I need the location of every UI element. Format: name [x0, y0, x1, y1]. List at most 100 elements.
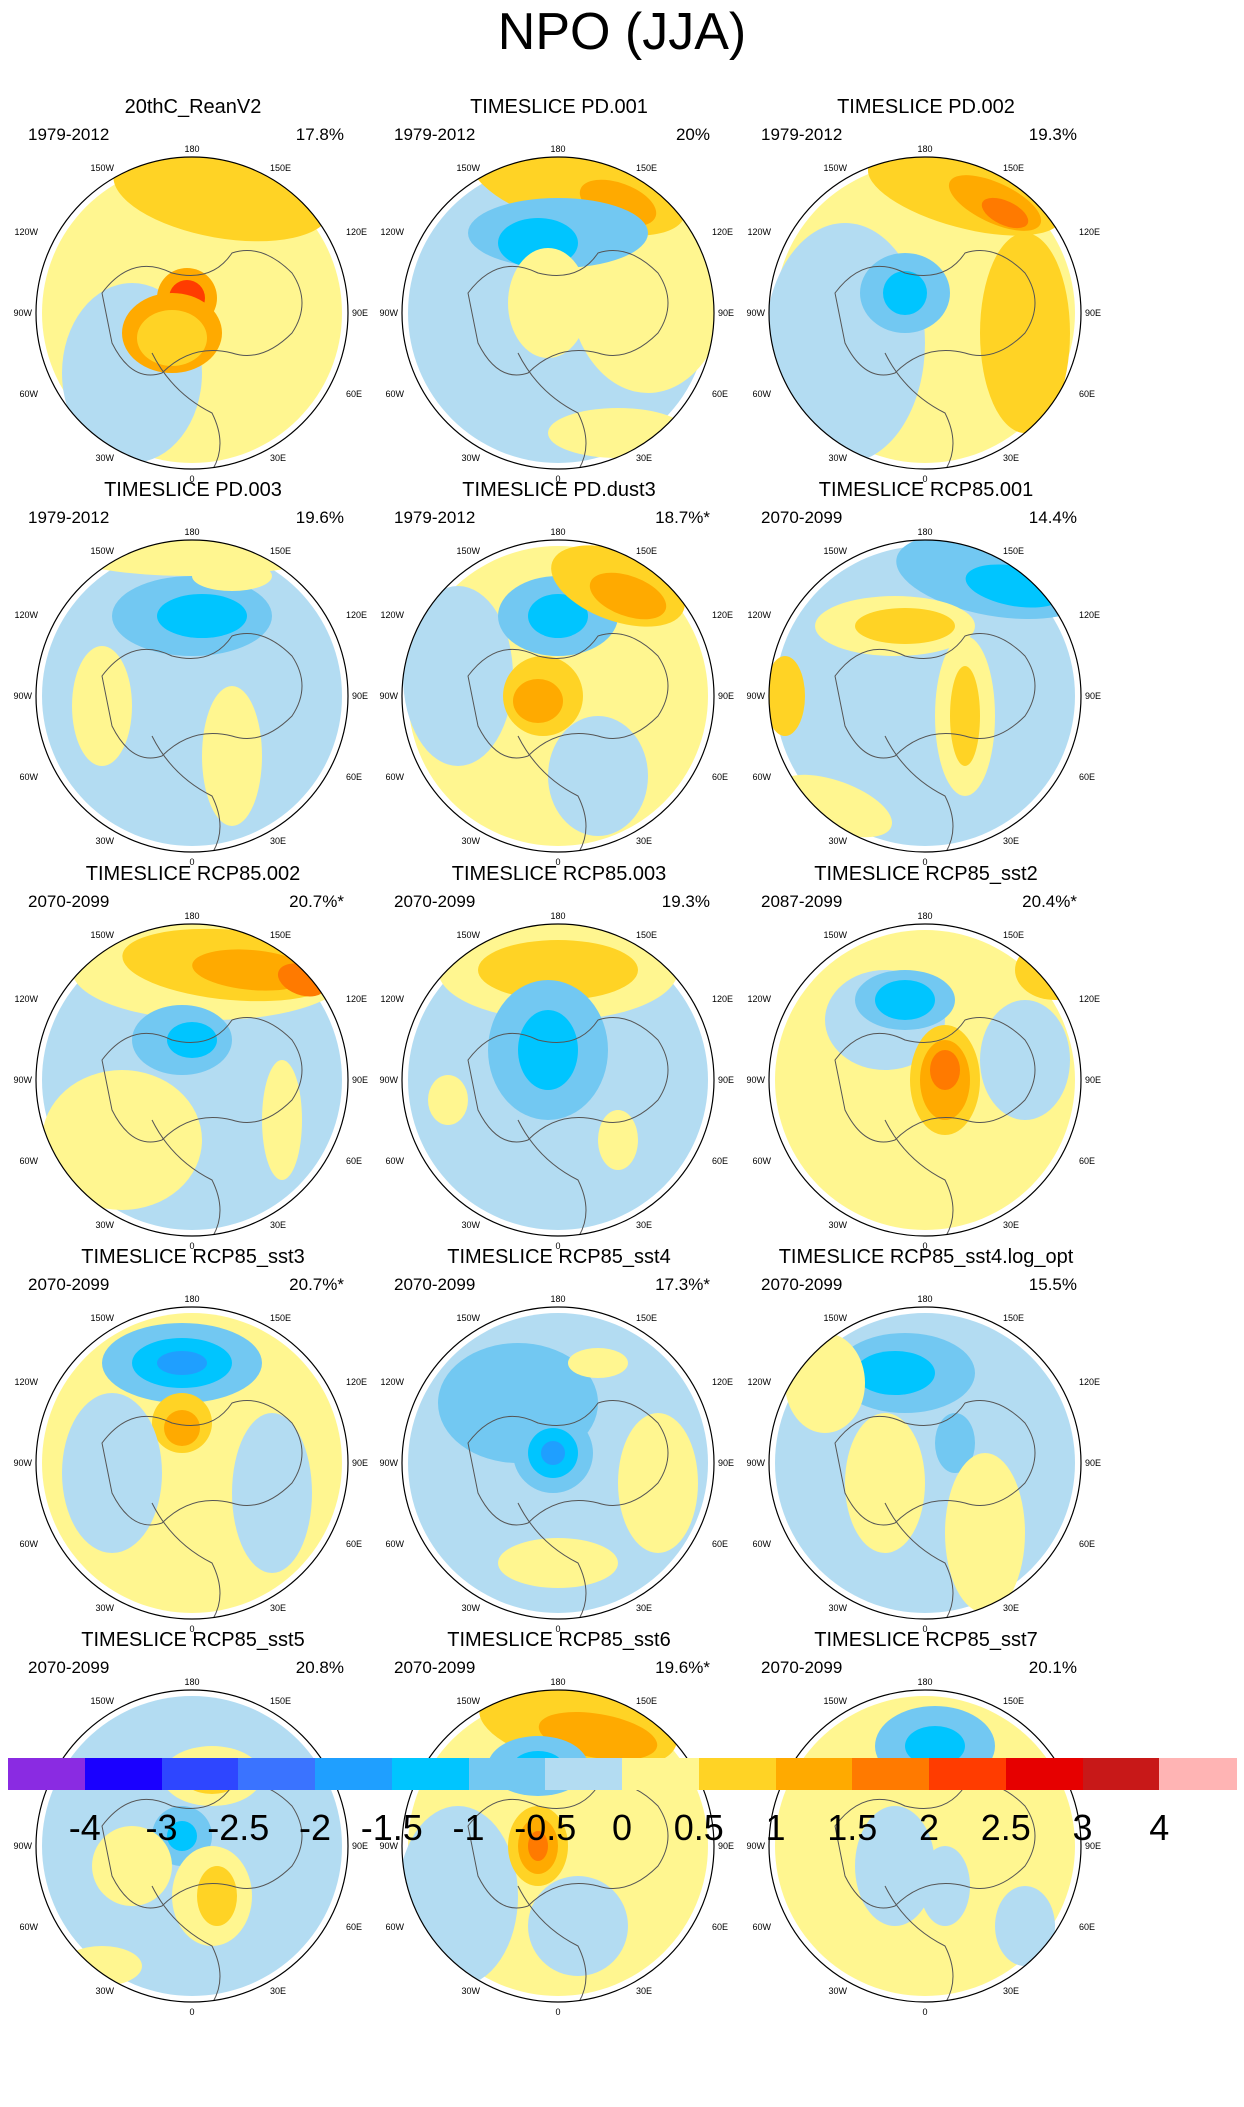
longitude-label: 30E: [270, 1220, 286, 1230]
colorbar-tick-label: -2.5: [207, 1807, 270, 1848]
anomaly-contour: [42, 1070, 202, 1210]
longitude-label: 30W: [461, 1603, 480, 1613]
longitude-label: 120W: [747, 610, 771, 620]
anomaly-contour: [785, 1333, 865, 1433]
longitude-label: 60W: [385, 1922, 404, 1932]
longitude-label: 30E: [1003, 1220, 1019, 1230]
longitude-label: 90W: [13, 691, 32, 701]
longitude-label: 120W: [747, 994, 771, 1004]
longitude-label: 150W: [456, 930, 480, 940]
colorbar-swatch: [545, 1758, 623, 1790]
longitude-label: 60W: [385, 389, 404, 399]
longitude-label: 30E: [1003, 836, 1019, 846]
longitude-label: 60E: [712, 389, 728, 399]
coastline: [467, 1017, 669, 1236]
longitude-label: 60E: [1079, 389, 1095, 399]
longitude-label: 30E: [636, 836, 652, 846]
panel-years: 1979-2012: [28, 508, 110, 527]
longitude-label: 60E: [1079, 1539, 1095, 1549]
anomaly-contour: [980, 1000, 1070, 1120]
map-border: [401, 539, 715, 853]
longitude-label: 150W: [823, 930, 847, 940]
longitude-label: 90E: [718, 1841, 734, 1851]
polar-map: 180 0 120W 90W 60W 120E 90E 60E 150W 150E 30W 30E: [13, 144, 368, 484]
panel-variance: 20%: [675, 125, 710, 144]
colorbar-swatch: [929, 1758, 1007, 1790]
longitude-label: 150W: [456, 1696, 480, 1706]
longitude-label: 60W: [752, 1922, 771, 1932]
longitude-label: 150W: [823, 163, 847, 173]
panel-title: TIMESLICE RCP85_sst2: [814, 863, 1038, 885]
longitude-label: 120W: [14, 994, 38, 1004]
longitude-label: 120E: [346, 1377, 367, 1387]
panel-variance: 20.1%: [1028, 1658, 1077, 1677]
longitude-label: 60W: [385, 772, 404, 782]
polar-map: 180 0 120W 90W 60W 120E 90E 60E 150W 150E 30W 30E: [746, 1294, 1101, 1634]
polar-map: 180 0 120W 90W 60W 120E 90E 60E 150W 150E 30W 30E: [379, 144, 734, 484]
longitude-label: 180: [917, 527, 932, 537]
longitude-label: 60W: [752, 1156, 771, 1166]
longitude-label: 90W: [379, 1075, 398, 1085]
map-border: [401, 156, 715, 470]
longitude-label: 180: [917, 1294, 932, 1304]
longitude-label: 90E: [1085, 1458, 1101, 1468]
anomaly-contour: [950, 666, 980, 766]
colorbar-swatch: [1082, 1758, 1160, 1790]
longitude-label: 30W: [95, 1220, 114, 1230]
anomaly-contour: [164, 1410, 200, 1446]
panel-title: TIMESLICE PD.003: [104, 479, 282, 501]
longitude-label: 150E: [1003, 1696, 1024, 1706]
longitude-label: 90W: [746, 1841, 765, 1851]
longitude-label: 60E: [346, 1922, 362, 1932]
colorbar-swatch: [852, 1758, 930, 1790]
longitude-label: 150E: [1003, 930, 1024, 940]
coastline: [101, 633, 303, 852]
panel-variance: 17.8%: [295, 125, 344, 144]
panel-years: 2070-2099: [394, 1658, 476, 1677]
longitude-label: 120E: [712, 1377, 733, 1387]
anomaly-contour: [72, 540, 312, 576]
longitude-label: 60E: [1079, 1156, 1095, 1166]
panel-title: TIMESLICE PD.dust3: [462, 479, 656, 501]
panel-variance: 19.6%: [295, 508, 344, 527]
longitude-label: 90E: [718, 691, 734, 701]
anomaly-contour: [232, 1413, 312, 1573]
longitude-label: 0: [555, 1241, 560, 1251]
longitude-label: 0: [922, 2007, 927, 2017]
colorbar: [8, 1758, 1237, 1790]
longitude-label: 30E: [1003, 453, 1019, 463]
map-panel: 180 0 120W 90W 60W 120E 90E 60E 150W 150E 30W 30E TI…: [12, 1245, 374, 1634]
longitude-label: 30W: [828, 1603, 847, 1613]
longitude-label: 0: [555, 1624, 560, 1634]
colorbar-tick-label: 0: [611, 1807, 633, 1848]
longitude-label: 60W: [19, 1922, 38, 1932]
longitude-label: 0: [555, 857, 560, 867]
anomaly-contour: [945, 1453, 1025, 1613]
longitude-label: 150E: [270, 1696, 291, 1706]
panel-title: TIMESLICE RCP85_sst4.log_opt: [778, 1246, 1074, 1268]
anomaly-contour: [528, 1831, 548, 1861]
panel-title: TIMESLICE RCP85_sst3: [81, 1246, 305, 1268]
longitude-label: 90E: [352, 1075, 368, 1085]
polar-map: 180 0 120W 90W 60W 120E 90E 60E 150W 150E 30W 30E: [13, 1294, 368, 1634]
anomaly-contour: [167, 1022, 217, 1058]
longitude-label: 90W: [379, 308, 398, 318]
anomaly-contour: [875, 980, 935, 1020]
longitude-label: 120W: [14, 610, 38, 620]
panel-years: 1979-2012: [28, 125, 110, 144]
longitude-label: 90E: [1085, 691, 1101, 701]
panel-variance: 18.7%*: [655, 508, 710, 527]
longitude-label: 120W: [380, 1377, 404, 1387]
longitude-label: 180: [184, 1294, 199, 1304]
map-border: [35, 923, 349, 1237]
longitude-label: 90E: [1085, 1841, 1101, 1851]
anomaly-contour: [528, 594, 588, 638]
panel-title: TIMESLICE RCP85_sst4: [447, 1246, 671, 1268]
anomaly-contour: [845, 1413, 925, 1553]
longitude-label: 180: [184, 144, 199, 154]
longitude-label: 90E: [718, 1458, 734, 1468]
anomaly-contour: [262, 1060, 302, 1180]
panel-years: 1979-2012: [394, 508, 476, 527]
longitude-label: 90W: [746, 308, 765, 318]
